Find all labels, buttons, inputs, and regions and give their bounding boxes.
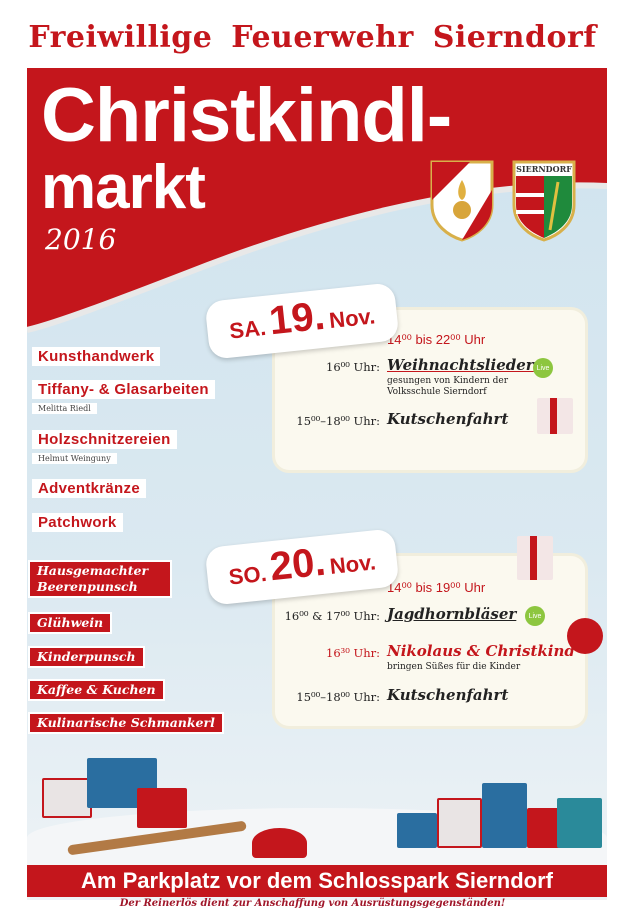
- headline-line2: markt: [41, 153, 206, 222]
- saturday-hours: 14⁰⁰ bis 22⁰⁰ Uhr: [387, 332, 486, 347]
- event-title: Kutschenfahrt: [387, 410, 509, 428]
- date: 20.: [267, 539, 328, 590]
- year: 2016: [45, 223, 117, 256]
- red-sky-background: [27, 68, 607, 333]
- food-item: Hausgemachter Beerenpunsch: [30, 562, 170, 596]
- craft-item: Tiffany- & Glasarbeiten: [32, 380, 215, 399]
- month: Nov.: [328, 549, 377, 580]
- gift-icon: [482, 783, 527, 848]
- event-title: Weihnachtslieder: [387, 356, 534, 374]
- gift-icon: [42, 778, 92, 818]
- craft-maker: Melitta Riedl: [32, 403, 97, 414]
- event-title: Nikolaus & Christkind: [387, 642, 575, 660]
- gift-icon: [537, 398, 573, 434]
- angel-stamp-icon: [567, 618, 603, 654]
- fire-brigade-crest-icon: [430, 160, 494, 242]
- location-banner: Am Parkplatz vor dem Schlosspark Sierndo…: [27, 865, 607, 897]
- organizer-title: Freiwillige Feuerwehr Sierndorf: [28, 20, 597, 55]
- sierndorf-crest-icon: SIERNDORF: [512, 160, 576, 242]
- craft-item: Holzschnitzereien: [32, 430, 177, 449]
- month: Nov.: [327, 303, 377, 334]
- sunday-hours: 14⁰⁰ bis 19⁰⁰ Uhr: [387, 580, 486, 595]
- event-time: 15⁰⁰–18⁰⁰ Uhr:: [296, 690, 380, 704]
- event-time: 15⁰⁰–18⁰⁰ Uhr:: [296, 414, 380, 428]
- event-detail: gesungen von Kindern der Volksschule Sie…: [387, 376, 509, 397]
- event-title: Jagdhornbläser: [387, 605, 517, 623]
- poster: Christkindl- markt 2016 SIERNDORF 14⁰⁰ b…: [27, 68, 607, 900]
- headline-line1: Christkindl-: [41, 73, 452, 158]
- gift-icon: [517, 536, 553, 580]
- gift-icon: [557, 798, 602, 848]
- day: SO.: [227, 560, 268, 590]
- event-time: 16⁰⁰ & 17⁰⁰ Uhr:: [284, 609, 380, 623]
- food-item: Glühwein: [30, 614, 111, 632]
- event-title: Kutschenfahrt: [387, 686, 509, 704]
- event-time: 16⁰⁰ Uhr:: [326, 360, 380, 374]
- craft-item: Kunsthandwerk: [32, 347, 161, 366]
- live-badge-icon: Live: [525, 606, 545, 626]
- craft-item: Adventkränze: [32, 479, 146, 498]
- craft-item: Patchwork: [32, 513, 123, 532]
- santa-hat-icon: [252, 828, 307, 858]
- date: 19.: [267, 293, 327, 344]
- craft-maker: Helmut Weinguny: [32, 453, 117, 464]
- gift-icon: [137, 788, 187, 828]
- live-badge-icon: Live: [533, 358, 553, 378]
- event-detail: bringen Süßes für die Kinder: [387, 662, 521, 672]
- gift-icon: [437, 798, 482, 848]
- food-item: Kaffee & Kuchen: [30, 681, 163, 699]
- event-time: 16³⁰ Uhr:: [326, 646, 380, 660]
- footer-note: Der Reinerlös dient zur Anschaffung von …: [119, 898, 506, 909]
- food-item: Kulinarische Schmankerl: [30, 714, 222, 732]
- food-item: Kinderpunsch: [30, 648, 143, 666]
- crest-label: SIERNDORF: [516, 164, 572, 174]
- day: SA.: [228, 314, 268, 344]
- gift-icon: [397, 813, 437, 848]
